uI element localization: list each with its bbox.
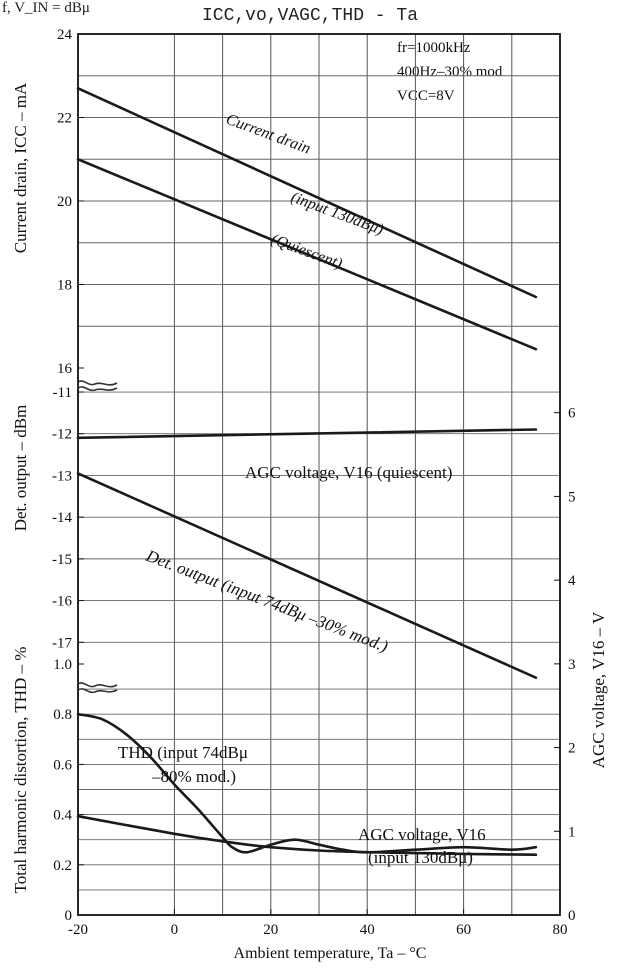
y-tick-label-agc: 4 (568, 573, 576, 589)
y-tick-label-detout: -17 (52, 635, 72, 651)
gridlines (78, 34, 560, 915)
header-fragment: f, V_IN = dBμ (2, 0, 90, 16)
y-tick-label-current: 24 (57, 27, 73, 43)
x-tick-label: 80 (553, 922, 568, 938)
y-axis-label-thd: Total harmonic distortion, THD – % (11, 647, 30, 894)
series-line-1 (76, 158, 538, 351)
condition-freq: fr=1000kHz (397, 40, 471, 56)
label-agc-quiescent: AGC voltage, V16 (quiescent) (245, 463, 452, 482)
label-agc130-line1: AGC voltage, V16 (358, 825, 486, 844)
y-tick-label-agc: 3 (568, 657, 576, 673)
axis-break-thd (77, 682, 118, 694)
condition-vcc: VCC=8V (397, 88, 455, 104)
x-tick-label: -20 (68, 922, 88, 938)
y-axis-label-current: Current drain, ICC – mA (11, 82, 30, 253)
series-line-2 (76, 428, 538, 440)
y-tick-label-thd: 0.2 (53, 858, 72, 874)
y-tick-label-detout: -13 (52, 468, 72, 484)
label-thd-line2: –80% mod.) (151, 767, 236, 786)
y-tick-label-thd: 0 (65, 908, 73, 924)
y-tick-label-agc: 5 (568, 489, 576, 505)
axis-break-current (77, 380, 118, 392)
series-line-3 (76, 472, 538, 679)
label-agc130-line2: (input 130dBμ) (368, 848, 473, 867)
y-tick-label-detout: -12 (52, 427, 72, 443)
x-tick-label: 40 (360, 922, 375, 938)
y-tick-label-agc: 1 (568, 824, 576, 840)
series-line-0 (76, 87, 538, 299)
condition-modulation: 400Hz–30% mod (397, 64, 503, 80)
tick-labels: -20 0 20 40 60 801618202224-11-12-13-14-15-16… (52, 27, 576, 938)
series-lines (76, 87, 538, 856)
y-tick-label-current: 16 (57, 361, 73, 377)
y-tick-label-detout: -11 (53, 385, 72, 401)
label-input-130: (input 130dBμ) (289, 189, 386, 239)
series-line-4 (76, 712, 538, 854)
y-tick-label-thd: 0.4 (53, 808, 72, 824)
y-tick-label-detout: -14 (52, 510, 72, 526)
y-tick-label-thd: 1.0 (53, 657, 72, 673)
y-tick-label-detout: -15 (52, 552, 72, 568)
y-tick-label-current: 18 (57, 278, 72, 294)
y-tick-label-agc: 6 (568, 406, 576, 422)
y-tick-label-detout: -16 (52, 594, 72, 610)
y-tick-label-agc: 0 (568, 908, 576, 924)
chart-title: ICC,vo,VAGC,THD - Ta (202, 6, 418, 26)
y-axis-label-agc: AGC voltage, V16 – V (589, 611, 608, 768)
y-tick-label-thd: 0.6 (53, 757, 72, 773)
x-tick-label: 60 (456, 922, 471, 938)
label-quiescent: (Quiescent) (269, 231, 345, 273)
x-axis-label: Ambient temperature, Ta – °C (234, 945, 427, 962)
x-tick-label: 0 (171, 922, 179, 938)
series-line-5 (76, 814, 538, 856)
label-thd-line1: THD (input 74dBμ (118, 743, 248, 762)
y-tick-label-thd: 0.8 (53, 707, 72, 723)
y-tick-label-current: 20 (57, 194, 72, 210)
x-tick-label: 20 (263, 922, 278, 938)
y-axis-label-detout: Det. output – dBm (11, 405, 30, 532)
y-tick-label-current: 22 (57, 111, 72, 127)
y-tick-label-agc: 2 (568, 741, 576, 757)
